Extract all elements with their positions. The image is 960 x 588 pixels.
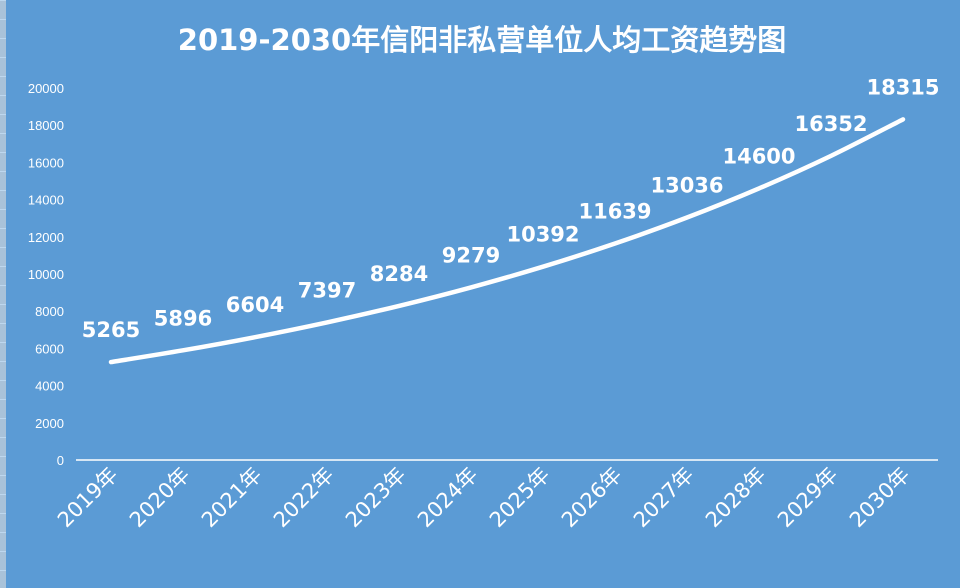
y-tick-label: 6000 xyxy=(35,341,64,356)
y-tick-label: 18000 xyxy=(28,118,64,133)
y-tick-label: 0 xyxy=(57,453,64,468)
data-label: 14600 xyxy=(722,144,795,168)
y-tick-label: 16000 xyxy=(28,155,64,170)
series-line xyxy=(108,117,906,365)
data-label: 10392 xyxy=(506,223,579,247)
x-tick-label: 2025年 xyxy=(485,463,555,533)
data-label: 11639 xyxy=(578,200,651,224)
data-label: 16352 xyxy=(794,112,867,136)
data-label: 8284 xyxy=(370,262,428,286)
y-tick-label: 12000 xyxy=(28,230,64,245)
data-label: 5265 xyxy=(82,318,140,342)
data-label: 7397 xyxy=(298,278,356,302)
x-tick-label: 2020年 xyxy=(125,463,195,533)
x-tick-label: 2024年 xyxy=(413,463,483,533)
y-tick-label: 4000 xyxy=(35,379,64,394)
y-tick-label: 2000 xyxy=(35,416,64,431)
data-label: 18315 xyxy=(866,75,939,99)
drop-lines xyxy=(110,119,904,460)
y-tick-label: 20000 xyxy=(28,81,64,96)
x-tick-label: 2030年 xyxy=(845,463,915,533)
x-tick-label: 2022年 xyxy=(269,463,339,533)
x-tick-label: 2026年 xyxy=(557,463,627,533)
x-tick-label: 2029年 xyxy=(773,463,843,533)
y-tick-label: 14000 xyxy=(28,193,64,208)
y-tick-label: 10000 xyxy=(28,267,64,282)
x-tick-label: 2019年 xyxy=(53,463,123,533)
data-label: 5896 xyxy=(154,306,212,330)
data-label: 6604 xyxy=(226,293,284,317)
x-tick-label: 2023年 xyxy=(341,463,411,533)
x-tick-label: 2027年 xyxy=(629,463,699,533)
y-axis-ticks: 0 2000 4000 6000 8000 10000 12000 14000 16000 180… xyxy=(28,81,64,468)
spreadsheet-grid-edge xyxy=(0,0,6,588)
x-axis-ticks: 2019年 2020年 2021年 2022年 2023年 2024年 2025年 2026年… xyxy=(53,463,915,533)
x-tick-label: 2028年 xyxy=(701,463,771,533)
data-label: 9279 xyxy=(442,243,500,267)
data-label: 13036 xyxy=(650,174,723,198)
chart-title: 2019-2030年信阳非私营单位人均工资趋势图 xyxy=(178,23,786,57)
x-tick-label: 2021年 xyxy=(197,463,267,533)
y-tick-label: 8000 xyxy=(35,304,64,319)
